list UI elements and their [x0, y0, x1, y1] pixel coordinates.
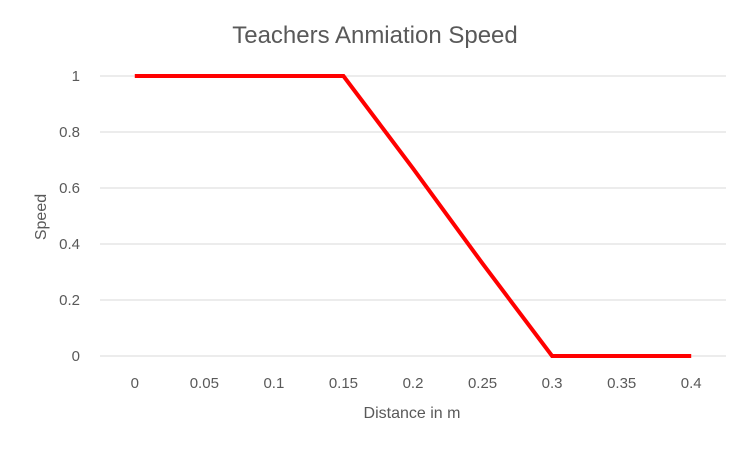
x-tick-label: 0.25	[468, 375, 497, 392]
y-tick-label: 0.8	[59, 124, 80, 141]
y-tick-label: 0	[72, 348, 80, 365]
x-tick-label: 0.1	[263, 375, 284, 392]
x-tick-label: 0.15	[329, 375, 358, 392]
y-axis-ticks: 0 0.2 0.4 0.6 0.8 1	[59, 68, 80, 365]
series-line	[134, 74, 692, 358]
x-tick-label: 0.35	[607, 375, 636, 392]
x-axis-label: Distance in m	[364, 405, 461, 422]
x-tick-label: 0.3	[542, 375, 563, 392]
y-tick-label: 0.6	[59, 180, 80, 197]
y-tick-label: 0.2	[59, 292, 80, 309]
x-tick-label: 0	[131, 375, 139, 392]
gridlines	[100, 75, 726, 357]
x-tick-label: 0.05	[190, 375, 219, 392]
x-tick-label: 0.2	[403, 375, 424, 392]
x-tick-label: 0.4	[681, 375, 702, 392]
x-axis-ticks: 0 0.05 0.1 0.15 0.2 0.25 0.3 0.35 0.4	[131, 375, 702, 392]
y-tick-label: 1	[72, 68, 80, 85]
series-group	[134, 74, 692, 358]
chart-title: Teachers Anmiation Speed	[232, 22, 518, 49]
y-axis-label: Speed	[33, 194, 50, 240]
y-tick-label: 0.4	[59, 236, 80, 253]
